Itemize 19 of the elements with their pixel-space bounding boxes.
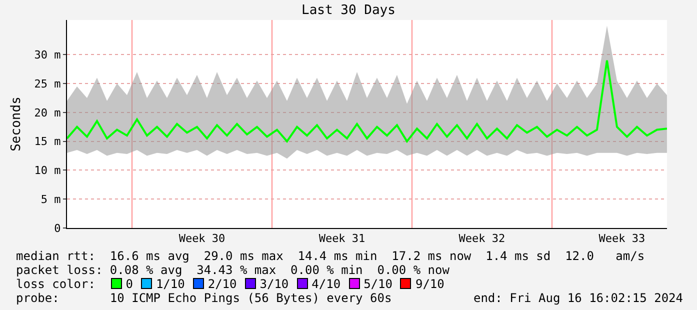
x-tick-label: Week 33 [598, 232, 646, 246]
text: median rtt: 16.6 ms avg 29.0 ms max 14.4 ms min 17.2 ms now 1.4 ms sd 12.0 am/s [16, 249, 645, 263]
text: end: Fri Aug 16 16:02:15 2024 [473, 291, 683, 305]
y-tick-label: 5 m [40, 192, 62, 206]
line-series [67, 59, 667, 142]
y-axis-title: Seconds [9, 96, 24, 152]
y-tick-label: 25 m [34, 77, 62, 90]
text: loss color: 0 1/10 2/10 3/10 4/10 5/10 9/10 [16, 277, 444, 291]
y-tick-label: 15 m [34, 135, 62, 148]
text: packet loss: 0.08 % avg 34.43 % max 0.00 % min 0.00 % now [16, 263, 450, 277]
y-tick-label: 20 m [34, 106, 62, 120]
y-tick-label: 30 m [34, 48, 62, 62]
text: probe: 10 ICMP Echo Pings (56 Bytes) every 60s [16, 291, 392, 305]
x-tick-label: Week 32 [458, 232, 506, 246]
y-tick-label: 10 m [34, 164, 62, 178]
chart-title: Last 30 Days [302, 2, 396, 18]
x-tick-label: Week 31 [318, 232, 366, 246]
y-tick-label: 0 [54, 222, 61, 235]
x-tick-label: Week 30 [178, 232, 226, 246]
